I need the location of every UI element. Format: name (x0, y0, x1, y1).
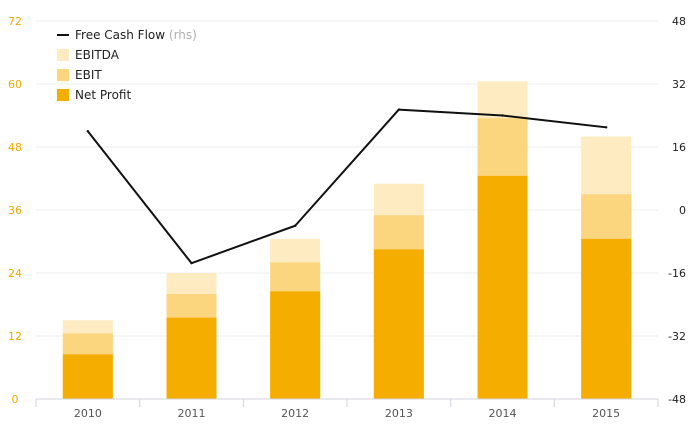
bar-net-profit-2013 (373, 249, 424, 399)
free-cash-flow-point (86, 130, 90, 133)
y-right-tick-label: 48 (672, 15, 686, 28)
legend-label: EBIT (75, 68, 102, 82)
x-tick-label: 2013 (385, 407, 413, 420)
x-tick-label: 2011 (178, 407, 206, 420)
free-cash-flow-point (293, 224, 297, 227)
y-right-tick-label: 0 (679, 204, 686, 217)
y-left-tick-label: 72 (8, 15, 22, 28)
stacked-bars (62, 81, 632, 399)
legend-swatch (57, 69, 69, 81)
legend-label: EBITDA (75, 48, 120, 62)
free-cash-flow-point (397, 108, 401, 111)
y-right-tick-label: -16 (668, 267, 686, 280)
x-tick-label: 2010 (74, 407, 102, 420)
legend-swatch (57, 49, 69, 61)
y-right-tick-label: -32 (668, 330, 686, 343)
y-left-tick-label: 0 (12, 393, 19, 406)
x-tick-label: 2014 (489, 407, 517, 420)
free-cash-flow-point (501, 114, 504, 117)
free-cash-flow-line-group (86, 108, 608, 265)
y-left-tick-label: 24 (8, 267, 22, 280)
y-left-tick-label: 12 (8, 330, 22, 343)
y-left-tick-label: 60 (8, 78, 22, 91)
axes: 2010 2011 2012 2013 2014 2015 0 12 24 36 48 60 72 -48… (8, 15, 686, 420)
y-left-tick-label: 36 (8, 204, 22, 217)
bar-net-profit-2011 (166, 317, 217, 399)
legend-label: Net Profit (75, 88, 131, 102)
bar-net-profit-2015 (581, 238, 632, 399)
y-right-tick-label: -48 (668, 393, 686, 406)
legend-note: (rhs) (165, 28, 197, 42)
free-cash-flow-line (87, 108, 607, 265)
y-left-tick-label: 48 (8, 141, 22, 154)
legend-label: Free Cash Flow (rhs) (75, 28, 197, 42)
free-cash-flow-point (604, 126, 608, 129)
legend: Free Cash Flow (rhs) EBITDA EBIT Net Profit (57, 28, 197, 102)
bar-net-profit-2014 (477, 175, 528, 399)
x-tick-label: 2012 (281, 407, 309, 420)
y-right-tick-label: 32 (672, 78, 686, 91)
gridlines (36, 20, 658, 337)
free-cash-flow-point (190, 261, 193, 265)
x-tick-label: 2015 (592, 407, 620, 420)
legend-swatch (57, 89, 69, 101)
bar-net-profit-2010 (62, 354, 113, 399)
y-right-tick-label: 16 (672, 141, 686, 154)
bar-net-profit-2012 (270, 291, 321, 399)
